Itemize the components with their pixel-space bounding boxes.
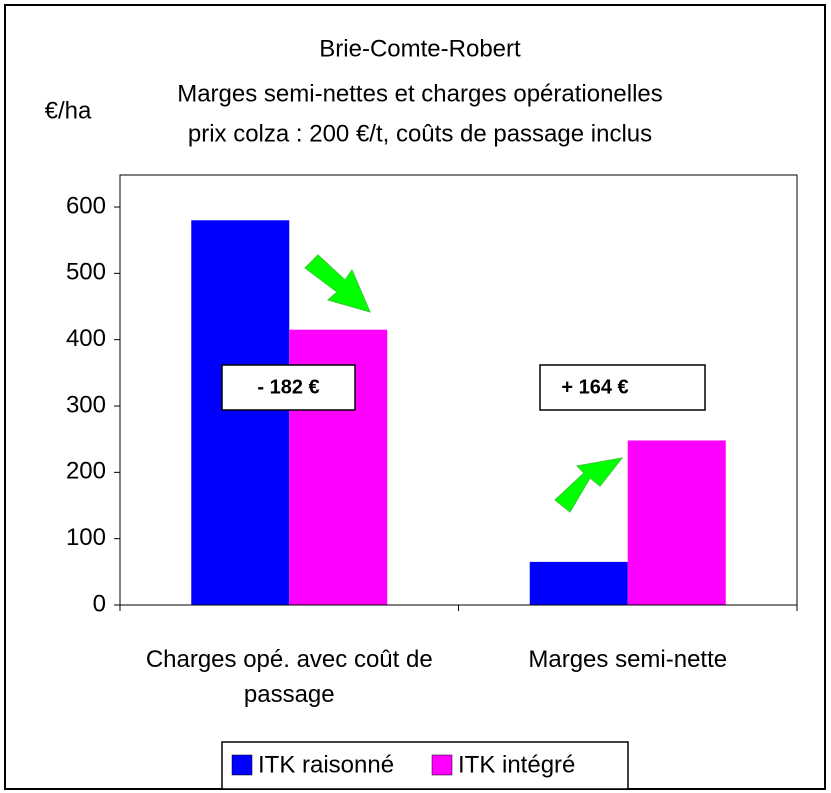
legend-box bbox=[221, 741, 629, 790]
y-tick-label: 200 bbox=[66, 458, 106, 485]
y-tick-label: 300 bbox=[66, 391, 106, 418]
y-tick-label: 100 bbox=[66, 524, 106, 551]
bar bbox=[627, 440, 726, 605]
y-tick-label: 0 bbox=[93, 590, 106, 617]
legend-swatch bbox=[431, 754, 453, 776]
y-tick-label: 500 bbox=[66, 259, 106, 286]
annotation-box bbox=[221, 364, 356, 411]
x-tick-label: Charges opé. avec coût de passage bbox=[145, 646, 433, 708]
x-tick-label: Marges semi-nette bbox=[528, 646, 728, 673]
legend-label: ITK raisonné bbox=[258, 751, 394, 778]
legend-swatch bbox=[231, 754, 253, 776]
chart-title: Brie-Comte-Robert bbox=[319, 35, 521, 62]
annotation: - 182 € bbox=[257, 376, 319, 398]
arrow bbox=[304, 254, 371, 313]
annotation-box bbox=[539, 364, 706, 411]
chart-title: prix colza : 200 €/t, coûts de passage i… bbox=[188, 120, 652, 147]
legend-label: ITK intégré bbox=[458, 751, 575, 778]
bar bbox=[529, 561, 628, 605]
chart-title: Marges semi-nettes et charges opératione… bbox=[177, 80, 663, 107]
y-tick-label: 400 bbox=[66, 325, 106, 352]
arrow bbox=[554, 457, 624, 513]
bar bbox=[191, 220, 290, 605]
annotation: + 164 € bbox=[561, 376, 628, 398]
y-axis-label: €/ha bbox=[45, 97, 92, 124]
y-tick-label: 600 bbox=[66, 192, 106, 219]
